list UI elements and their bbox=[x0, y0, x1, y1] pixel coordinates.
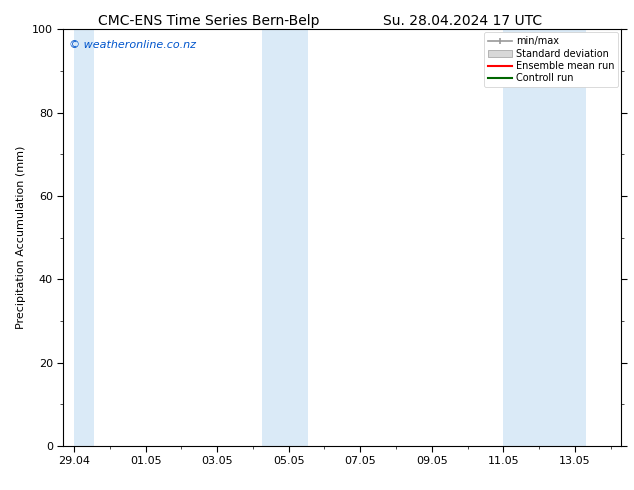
Bar bbox=[262, 29, 308, 446]
Text: Su. 28.04.2024 17 UTC: Su. 28.04.2024 17 UTC bbox=[384, 14, 542, 28]
Legend: min/max, Standard deviation, Ensemble mean run, Controll run: min/max, Standard deviation, Ensemble me… bbox=[484, 32, 618, 87]
Bar bbox=[74, 29, 94, 446]
Bar bbox=[503, 29, 586, 446]
Y-axis label: Precipitation Accumulation (mm): Precipitation Accumulation (mm) bbox=[16, 146, 27, 329]
Text: © weatheronline.co.nz: © weatheronline.co.nz bbox=[69, 40, 196, 50]
Text: CMC-ENS Time Series Bern-Belp: CMC-ENS Time Series Bern-Belp bbox=[98, 14, 320, 28]
